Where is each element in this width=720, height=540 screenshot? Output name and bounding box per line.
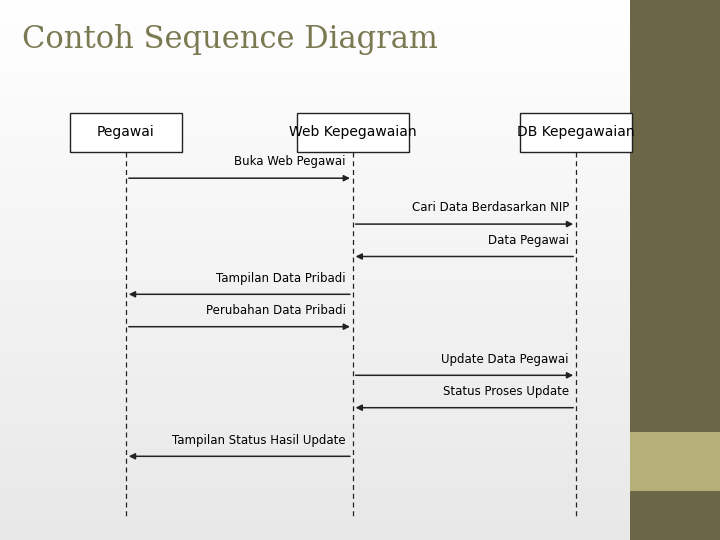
Text: DB Kepegawaian: DB Kepegawaian: [517, 125, 635, 139]
Bar: [297, 113, 409, 152]
Text: Data Pegawai: Data Pegawai: [488, 234, 569, 247]
Text: Status Proses Update: Status Proses Update: [443, 385, 569, 398]
Bar: [630, 432, 720, 491]
Text: Contoh Sequence Diagram: Contoh Sequence Diagram: [22, 24, 438, 55]
Text: Perubahan Data Pribadi: Perubahan Data Pribadi: [206, 304, 346, 317]
Text: Tampilan Status Hasil Update: Tampilan Status Hasil Update: [172, 434, 346, 447]
Text: Tampilan Data Pribadi: Tampilan Data Pribadi: [216, 272, 346, 285]
Bar: [521, 113, 632, 152]
Text: Web Kepegawaian: Web Kepegawaian: [289, 125, 417, 139]
Text: Update Data Pegawai: Update Data Pegawai: [441, 353, 569, 366]
Text: Pegawai: Pegawai: [97, 125, 155, 139]
Text: Buka Web Pegawai: Buka Web Pegawai: [234, 156, 346, 168]
Bar: [70, 113, 181, 152]
Bar: [630, 0, 720, 432]
Text: Cari Data Berdasarkan NIP: Cari Data Berdasarkan NIP: [412, 201, 569, 214]
Bar: [630, 491, 720, 540]
